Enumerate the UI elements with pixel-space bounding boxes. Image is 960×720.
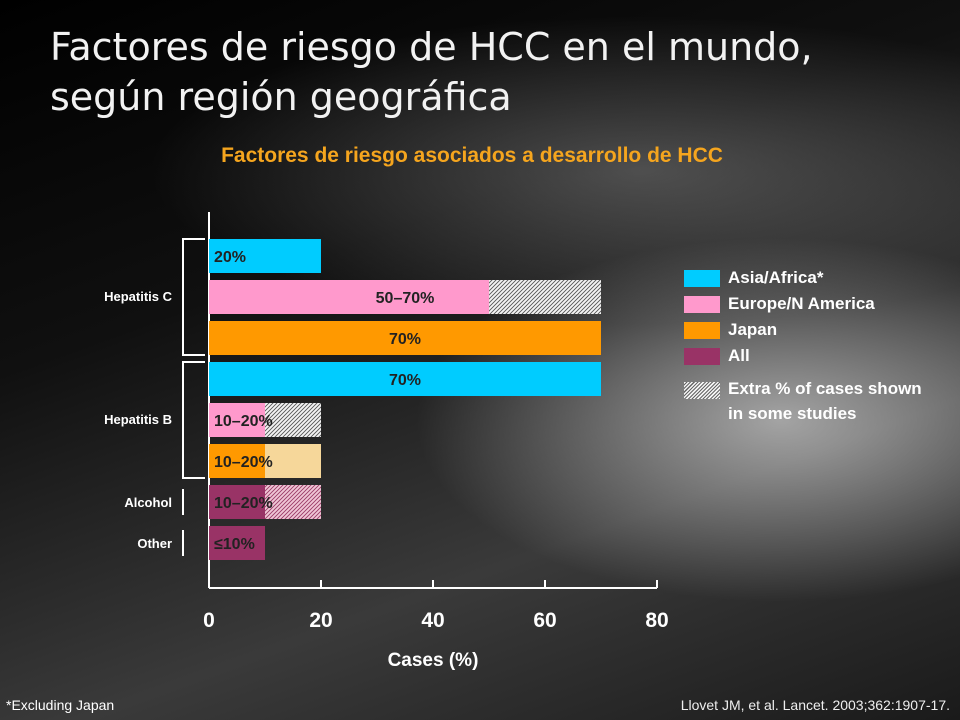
bar-data-label: 10–20% (214, 495, 273, 512)
legend-swatch-asia-africa (684, 270, 720, 287)
x-tick-label: 0 (203, 609, 215, 632)
chart-subtitle: Factores de riesgo asociados a desarroll… (221, 144, 723, 167)
bar-hepatitis-c-1 (209, 280, 489, 314)
group-label-hepatitis-b: Hepatitis B (104, 412, 172, 427)
chart-bars (209, 239, 601, 560)
bar-extra-range-4 (265, 403, 321, 437)
bar-hepatitis-c-2 (209, 321, 601, 355)
chart-labels: 0 20 40 60 80 Cases (%) 20% 50–70% 70% 70% 10–20% 1… (104, 249, 669, 671)
x-tick-label: 60 (533, 609, 556, 632)
bar-extra-range-6 (265, 485, 321, 519)
group-bracket (182, 361, 205, 479)
legend-swatch-all (684, 348, 720, 365)
bar-data-label: 70% (389, 331, 421, 348)
citation: Llovet JM, et al. Lancet. 2003;362:1907-… (680, 697, 950, 713)
legend-label-all: All (728, 346, 750, 365)
x-axis-title: Cases (%) (388, 650, 479, 671)
bar-data-label: ≤10% (214, 536, 255, 553)
bar-extra-range-1 (489, 280, 601, 314)
x-tick-label: 80 (645, 609, 668, 632)
legend-label-japan: Japan (728, 320, 778, 339)
bar-data-label: 20% (214, 249, 246, 266)
bar-data-label: 10–20% (214, 454, 273, 471)
bar-data-label: 70% (389, 372, 421, 389)
slide-title: Factores de riesgo de HCC en el mundo, s… (50, 25, 813, 119)
chart-axes (182, 212, 658, 589)
x-tick-label: 40 (421, 609, 444, 632)
bar-hepatitis-c-0 (209, 239, 321, 273)
bar-hepatitis-b-3 (209, 362, 601, 396)
bar-alcohol-6 (209, 485, 265, 519)
group-label-hepatitis-c: Hepatitis C (104, 289, 173, 304)
group-label-other: Other (137, 536, 172, 551)
legend-label-asia-africa: Asia/Africa* (728, 268, 824, 287)
bar-hepatitis-b-4 (209, 403, 265, 437)
bar-data-label: 50–70% (376, 290, 435, 307)
bar-extra-range-5 (265, 444, 321, 478)
footnote: *Excluding Japan (6, 697, 115, 713)
legend-swatch-japan (684, 322, 720, 339)
group-label-alcohol: Alcohol (124, 495, 172, 510)
bar-hepatitis-b-5 (209, 444, 265, 478)
legend-swatch-europe-na (684, 296, 720, 313)
group-bracket (182, 238, 205, 356)
legend-swatch-extra-cases (684, 382, 720, 399)
legend-label-europe-na: Europe/N America (728, 294, 875, 313)
legend-label-extra-cases: Extra % of cases shown in some studies (728, 379, 922, 423)
bar-other-7 (209, 526, 265, 560)
x-tick-label: 20 (309, 609, 332, 632)
bar-data-label: 10–20% (214, 413, 273, 430)
